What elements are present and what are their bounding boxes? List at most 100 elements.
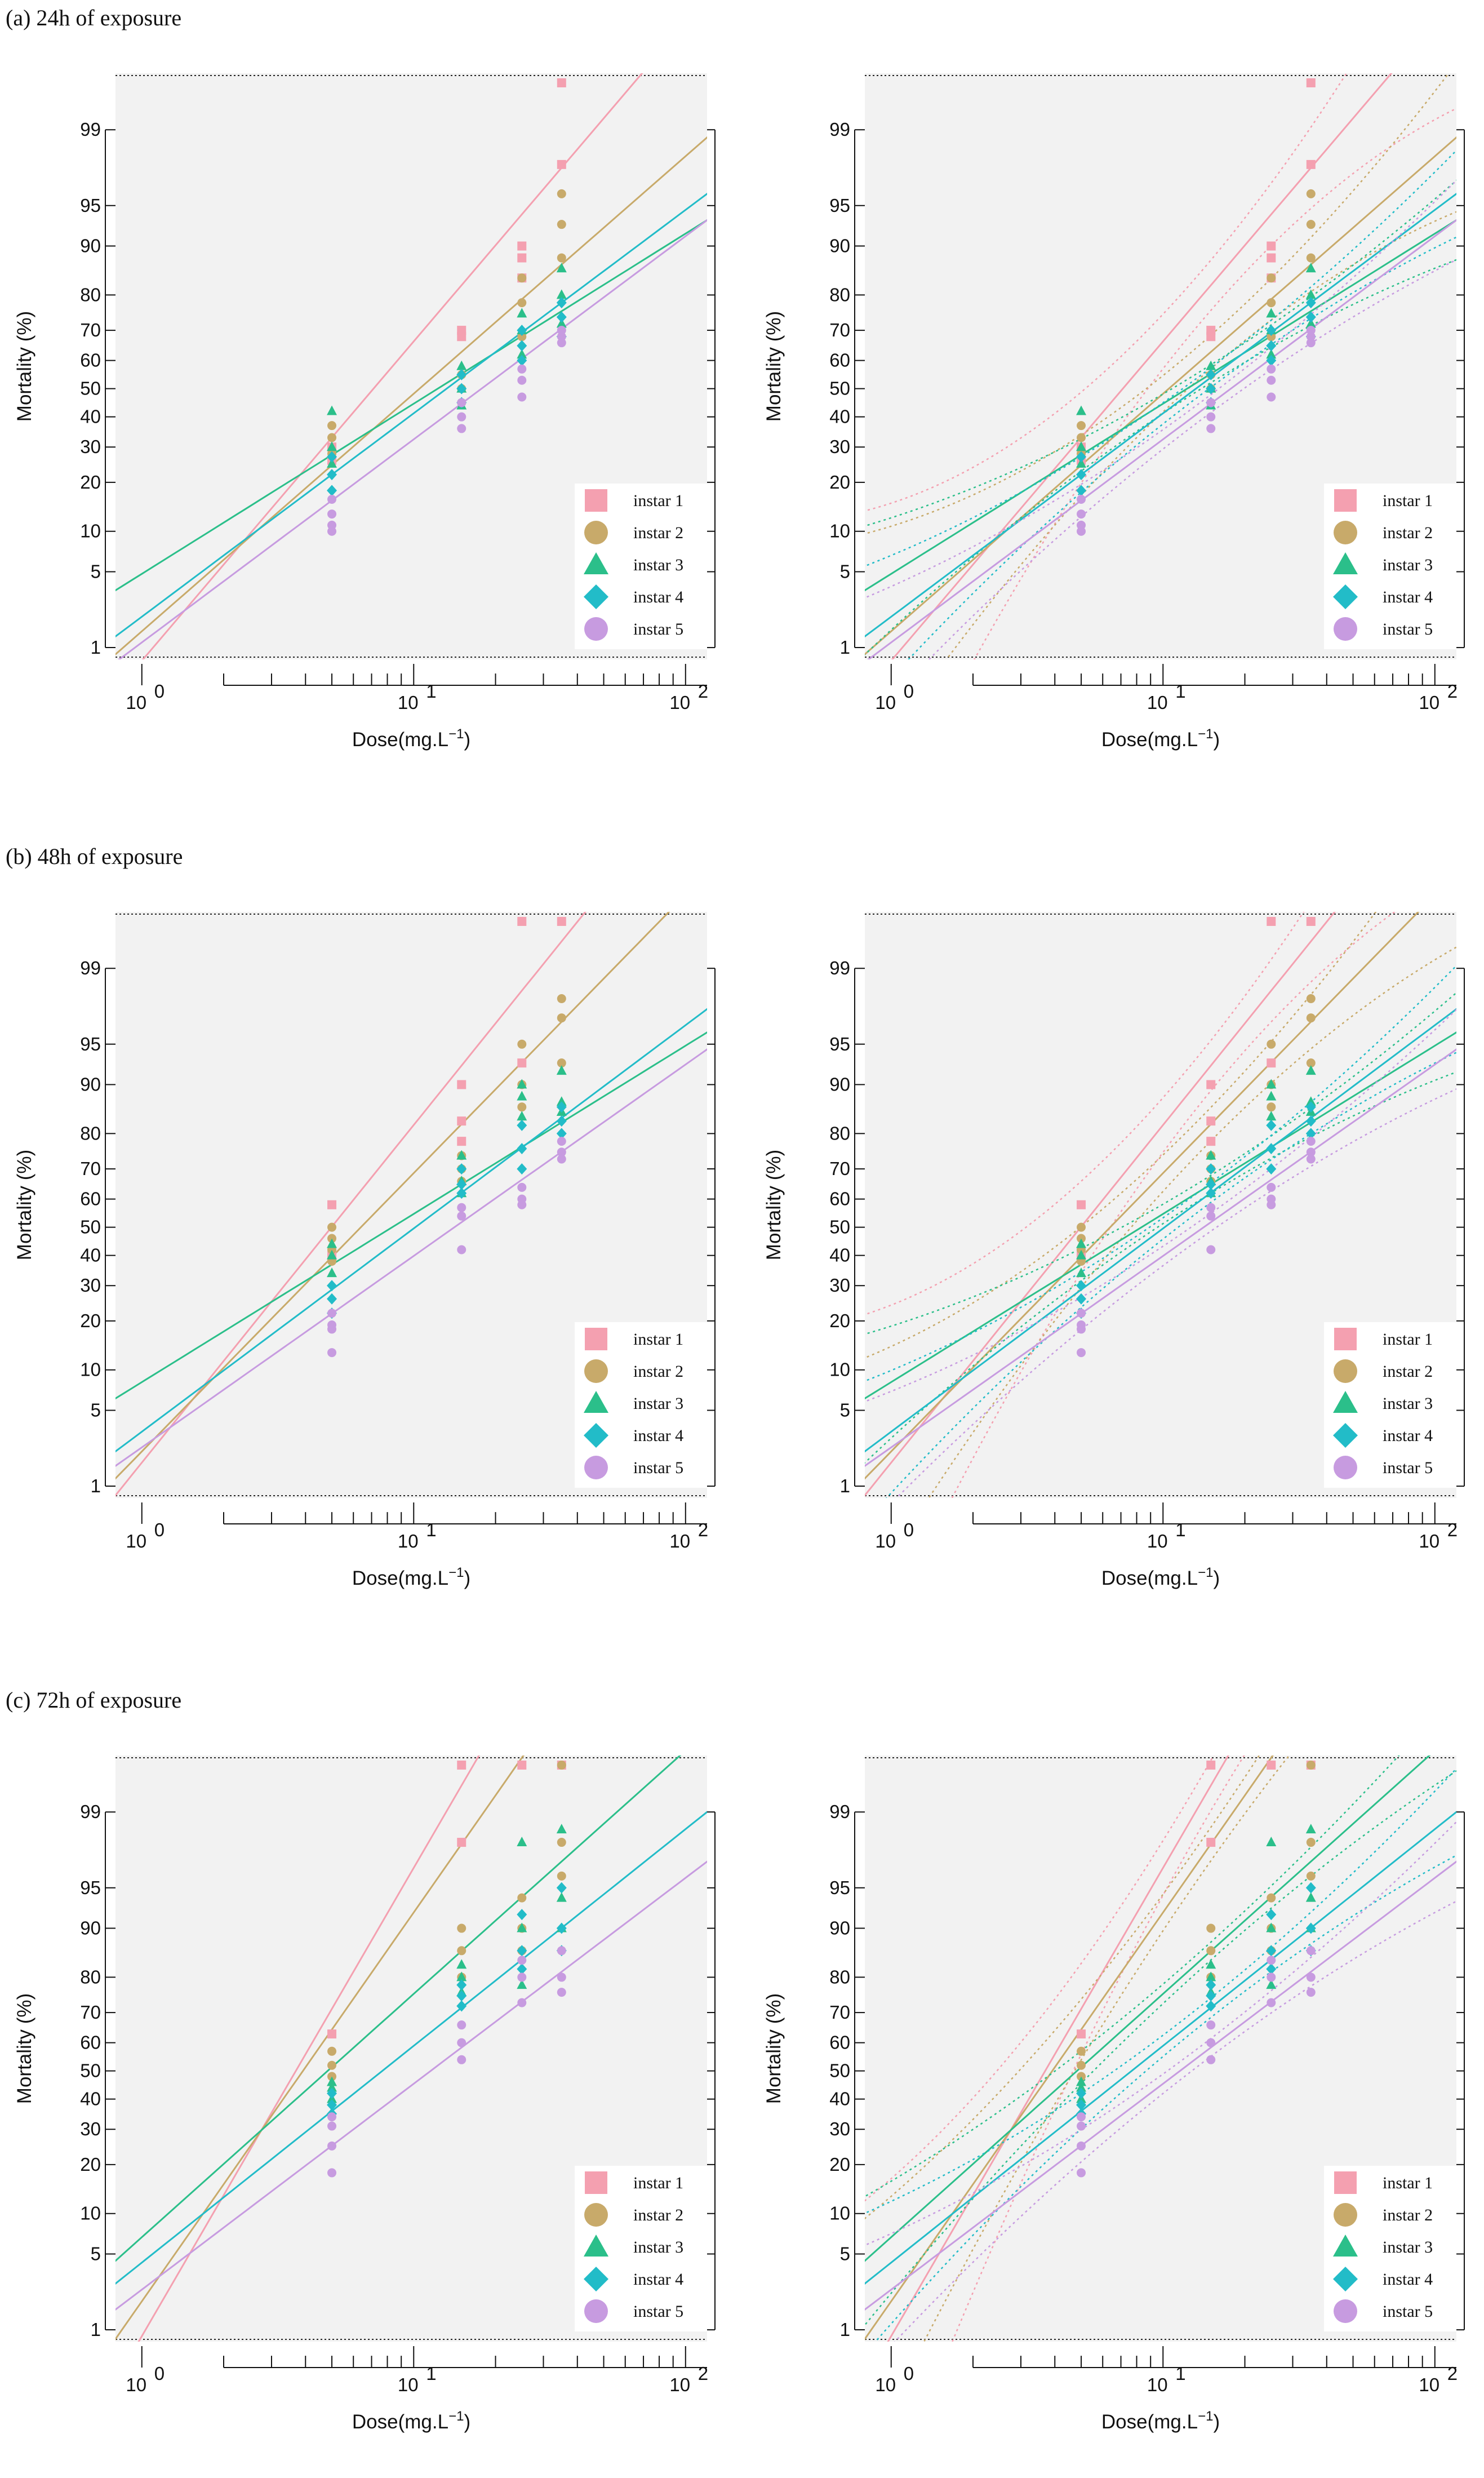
y-tick-label: 30 (829, 1275, 850, 1296)
chart-panel: 1 5 10 20 30 40 50 60 70 80 90 95 99 10 0 10 1 10 2 Dose(mg… (763, 912, 1465, 1589)
y-tick-label: 95 (80, 1034, 101, 1054)
y-tick-label: 30 (80, 1275, 101, 1296)
upper-confidence-band-instar-5 (865, 1821, 1456, 2246)
data-point-instar-1 (557, 159, 566, 169)
plot-area (865, 1756, 1456, 2342)
legend-marker-instar-2 (584, 1359, 608, 1383)
x-tick-exponent: 2 (698, 2363, 708, 2384)
fit-line-instar-5 (115, 1860, 707, 2311)
x-tick-label: 10 (126, 692, 146, 713)
data-point-instar-4 (456, 369, 467, 380)
legend-label: instar 2 (633, 1362, 683, 1381)
data-point-instar-3 (517, 308, 527, 318)
data-point-instar-3 (1266, 1079, 1277, 1089)
data-point-instar-5 (327, 1324, 337, 1334)
data-point-instar-2 (1267, 298, 1276, 308)
fit-line-instar-2 (865, 1756, 1274, 2341)
x-tick-label: 10 (875, 2374, 896, 2395)
data-point-instar-4 (327, 485, 337, 497)
x-tick-label: 10 (126, 2374, 146, 2395)
y-tick-label: 5 (91, 561, 101, 582)
data-point-instar-4 (456, 1178, 467, 1190)
y-tick-label: 10 (829, 521, 850, 542)
x-tick-exponent: 0 (904, 681, 914, 702)
x-tick-label: 10 (1419, 2374, 1439, 2395)
y-tick-label: 70 (829, 1158, 850, 1179)
data-point-instar-2 (557, 1838, 566, 1847)
data-point-instar-1 (1267, 253, 1276, 263)
data-point-instar-4 (556, 311, 567, 323)
data-point-instar-5 (1306, 1137, 1316, 1146)
data-point-instar-3 (327, 2082, 337, 2092)
data-point-instar-3 (517, 349, 527, 359)
x-tick-label: 10 (669, 692, 690, 713)
data-point-instar-3 (327, 1238, 337, 1248)
data-point-instar-5 (1206, 1211, 1216, 1221)
data-point-instar-5 (517, 364, 527, 374)
lower-confidence-band-instar-4 (907, 236, 1456, 659)
data-point-instar-5 (1306, 1147, 1316, 1157)
data-point-instar-4 (456, 1163, 467, 1175)
y-tick-label: 80 (80, 284, 101, 305)
legend-label: instar 3 (1383, 1394, 1433, 1413)
data-point-instar-5 (1267, 1956, 1276, 1965)
data-point-instar-5 (557, 326, 566, 335)
data-point-instar-4 (1266, 1143, 1277, 1155)
data-point-instar-4 (456, 2000, 467, 2012)
legend-label: instar 1 (633, 491, 683, 510)
y-tick-label: 80 (80, 1123, 101, 1143)
legend-marker-instar-4 (584, 1423, 608, 1448)
data-point-instar-1 (517, 253, 527, 263)
data-point-instar-5 (557, 1154, 566, 1164)
y-tick-label: 99 (829, 957, 850, 978)
lower-confidence-band-instar-3 (865, 259, 1456, 656)
data-point-instar-3 (456, 1150, 467, 1160)
y-tick-label: 50 (80, 1217, 101, 1238)
data-point-instar-3 (1266, 308, 1277, 318)
x-tick-label: 10 (875, 692, 896, 713)
data-point-instar-3 (1305, 289, 1316, 299)
panel-title: (c) 72h of exposure (6, 1687, 181, 1713)
data-point-instar-3 (1076, 405, 1087, 415)
lower-confidence-band-instar-1 (951, 912, 1396, 1498)
x-tick-exponent: 0 (154, 681, 165, 702)
legend-label: instar 4 (1383, 2270, 1433, 2289)
data-point-instar-1 (327, 2029, 337, 2039)
fit-line-instar-2 (115, 912, 670, 1480)
data-point-instar-2 (557, 994, 566, 1004)
data-point-instar-4 (1076, 2087, 1087, 2099)
data-point-instar-2 (457, 1946, 466, 1956)
legend-marker-instar-3 (1333, 1391, 1358, 1413)
data-point-instar-5 (457, 1245, 466, 1254)
data-point-instar-5 (1206, 1245, 1216, 1254)
legend-marker-instar-2 (584, 2203, 608, 2227)
legend-label: instar 1 (633, 2174, 683, 2192)
data-point-instar-3 (1305, 1892, 1316, 1902)
data-point-instar-2 (1077, 2060, 1086, 2070)
y-axis-title: Mortality (%) (763, 1150, 785, 1260)
upper-confidence-band-instar-3 (865, 991, 1456, 1335)
legend-marker-instar-5 (584, 2299, 608, 2323)
legend-marker-instar-3 (1333, 2235, 1358, 2257)
data-point-instar-1 (557, 78, 566, 87)
y-tick-label: 50 (80, 2060, 101, 2081)
data-point-instar-5 (1206, 412, 1216, 422)
data-point-instar-4 (1206, 2000, 1216, 2012)
data-point-instar-5 (557, 1147, 566, 1157)
chart-panel: 1 5 10 20 30 40 50 60 70 80 90 95 99 10 0 10 1 10 2 Dose(mg… (14, 912, 716, 1589)
data-point-instar-5 (1267, 364, 1276, 374)
fit-line-instar-1 (137, 1756, 480, 2342)
data-point-instar-5 (1306, 1972, 1316, 1982)
data-point-instar-5 (517, 1956, 527, 1965)
data-point-instar-2 (1077, 421, 1086, 431)
x-tick-exponent: 1 (426, 1519, 436, 1540)
x-tick-label: 10 (669, 1531, 690, 1551)
x-tick-exponent: 0 (904, 2363, 914, 2384)
data-point-instar-2 (557, 1760, 566, 1770)
x-tick-exponent: 0 (154, 1519, 165, 1540)
data-point-instar-1 (457, 1116, 466, 1126)
data-point-instar-5 (557, 1946, 566, 1956)
y-tick-label: 95 (80, 195, 101, 216)
data-point-instar-5 (1206, 2055, 1216, 2064)
